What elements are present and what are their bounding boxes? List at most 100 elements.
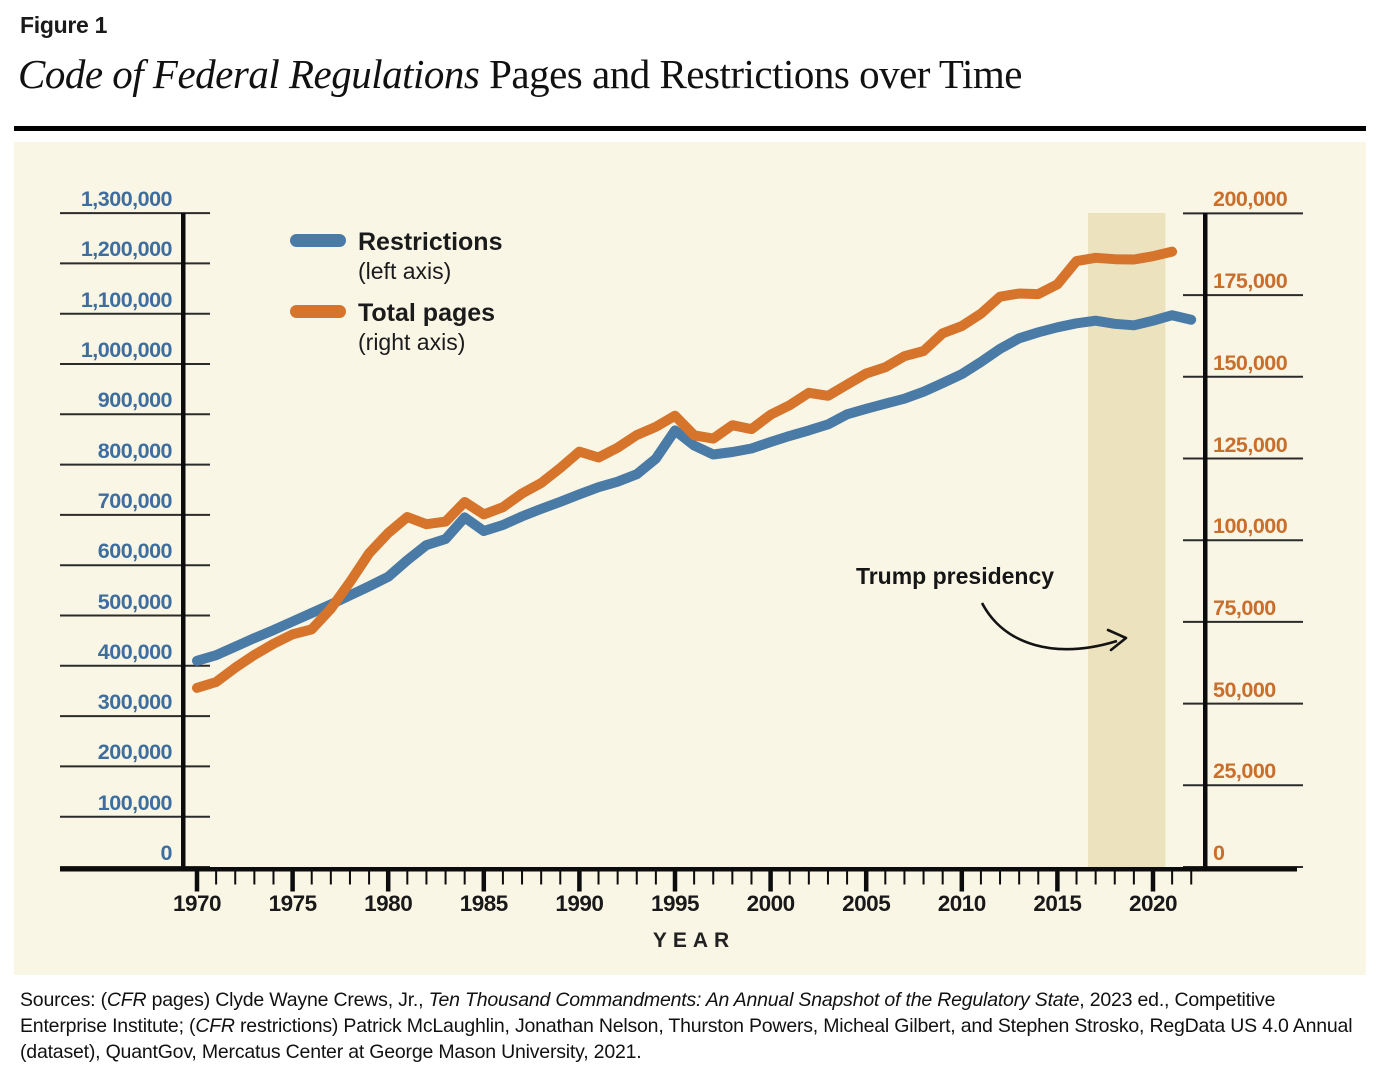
right-axis-tick-label: 150,000 — [1213, 350, 1288, 375]
x-axis-tick-label: 1975 — [268, 891, 318, 916]
left-axis-tick-label: 400,000 — [97, 639, 173, 664]
left-axis-tick-label: 500,000 — [97, 589, 173, 614]
minor-year-tick — [979, 871, 982, 885]
data-lines — [192, 246, 1197, 693]
left-axis-tick-label: 1,300,000 — [80, 187, 173, 212]
major-year-tick — [577, 871, 582, 892]
legend-item-total-pages: Total pages (right axis) — [290, 299, 590, 359]
minor-year-tick — [941, 871, 944, 885]
right-axis-line — [1203, 213, 1208, 872]
x-axis-tick-label: 2010 — [937, 891, 987, 916]
x-axis-tick-label: 1995 — [650, 891, 700, 916]
sources-segment: restrictions) Patrick McLaughlin, Jonath… — [20, 1014, 1353, 1063]
right-axis-tick-label: 100,000 — [1213, 514, 1288, 539]
x-axis-title: YEAR — [652, 929, 736, 952]
title-divider-rule — [14, 126, 1366, 131]
trump-band-rect — [1087, 213, 1166, 871]
sources-italic-segment: Ten Thousand Commandments: An Annual Sna… — [428, 989, 1080, 1011]
trump-presidency-band — [1087, 213, 1166, 871]
x-axis-tick-label: 2005 — [842, 891, 891, 916]
left-axis-tick-label: 200,000 — [97, 740, 173, 765]
x-axis-tick-label: 2020 — [1128, 891, 1178, 916]
major-year-tick — [768, 871, 773, 892]
minor-year-tick — [540, 871, 543, 885]
minor-year-tick — [731, 871, 734, 885]
left-axis-tick-label: 1,000,000 — [80, 338, 173, 362]
minor-year-tick — [999, 871, 1002, 885]
sources-segment: pages) Clyde Wayne Crews, Jr., — [146, 989, 429, 1011]
total-pages-line — [192, 246, 1178, 693]
major-year-tick — [194, 871, 200, 892]
minor-year-tick — [559, 871, 562, 885]
left-axis-tick-label: 1,200,000 — [80, 237, 173, 262]
minor-year-tick — [654, 871, 657, 885]
minor-year-tick — [712, 871, 715, 885]
minor-year-tick — [368, 871, 371, 885]
minor-year-tick — [846, 871, 849, 885]
minor-year-tick — [750, 871, 753, 885]
minor-year-tick — [788, 871, 791, 885]
minor-year-tick — [444, 871, 447, 885]
major-year-tick — [863, 871, 869, 892]
minor-year-tick — [922, 871, 925, 885]
right-axis-tick-label: 125,000 — [1213, 432, 1288, 457]
minor-year-tick — [348, 871, 351, 885]
x-axis-tick-label: 2000 — [746, 891, 796, 916]
left-axis-tick-label: 600,000 — [97, 539, 173, 564]
minor-year-tick — [1094, 871, 1097, 885]
restrictions-line — [192, 310, 1197, 666]
left-axis-tick-label: 100,000 — [97, 790, 173, 815]
major-year-tick — [1150, 871, 1156, 892]
minor-year-tick — [884, 871, 887, 885]
year-tick-marks — [194, 871, 1193, 892]
x-axis-tick-label: 2015 — [1033, 891, 1082, 916]
sources-segment: Sources: ( — [20, 989, 107, 1011]
minor-year-tick — [215, 871, 218, 885]
right-axis-tick-label: 75,000 — [1213, 595, 1276, 620]
major-year-tick — [1055, 871, 1060, 892]
minor-year-tick — [826, 871, 829, 885]
legend-restrictions-sublabel: (left axis) — [358, 258, 452, 284]
sources-italic-segment: CFR — [106, 989, 147, 1011]
x-axis-tick-label: 1980 — [364, 891, 413, 916]
left-axis-tick-label: 0 — [160, 841, 173, 865]
minor-year-tick — [310, 871, 313, 885]
x-axis-tick-label: 1985 — [459, 891, 509, 916]
minor-year-tick — [616, 871, 619, 885]
right-axis-tick-label: 0 — [1213, 841, 1225, 865]
legend-item-restrictions: Restrictions (left axis) — [290, 228, 590, 288]
figure-title-italic: Code of Federal Regulations — [18, 51, 480, 97]
minor-year-tick — [425, 871, 428, 885]
right-axis-tick-label: 175,000 — [1213, 269, 1288, 294]
major-year-tick — [290, 871, 295, 892]
figure-title-rest: Pages and Restrictions over Time — [479, 51, 1023, 97]
minor-year-tick — [234, 871, 237, 885]
sources-note: Sources: (CFR pages) Clyde Wayne Crews, … — [20, 988, 1362, 1066]
major-year-tick — [959, 871, 965, 892]
minor-year-tick — [501, 871, 504, 885]
minor-year-tick — [1037, 871, 1040, 885]
restrictions-line-swatch — [290, 234, 346, 247]
minor-year-tick — [253, 871, 256, 885]
right-axis-tick-label: 25,000 — [1213, 759, 1276, 784]
axis-lines — [60, 213, 1297, 872]
legend-pages-sublabel: (right axis) — [358, 329, 466, 355]
minor-year-tick — [1171, 871, 1174, 885]
minor-year-tick — [1075, 871, 1078, 885]
figure-title: Code of Federal Regulations Pages and Re… — [18, 50, 1023, 98]
minor-year-tick — [1132, 871, 1135, 885]
x-axis-tick-label: 1970 — [172, 891, 222, 916]
total-pages-line-swatch — [290, 305, 346, 318]
minor-year-tick — [272, 871, 275, 885]
x-axis-tick-label: 1990 — [555, 891, 604, 916]
legend-restrictions-label: Restrictions — [358, 228, 503, 256]
left-axis-tick-label: 800,000 — [97, 438, 173, 463]
minor-year-tick — [597, 871, 600, 885]
sources-italic-segment: CFR — [195, 1014, 235, 1037]
minor-year-tick — [329, 871, 332, 885]
minor-year-tick — [1190, 871, 1193, 885]
minor-year-tick — [1018, 871, 1021, 885]
trump-annotation-arrow — [980, 602, 1128, 652]
major-year-tick — [672, 871, 678, 892]
